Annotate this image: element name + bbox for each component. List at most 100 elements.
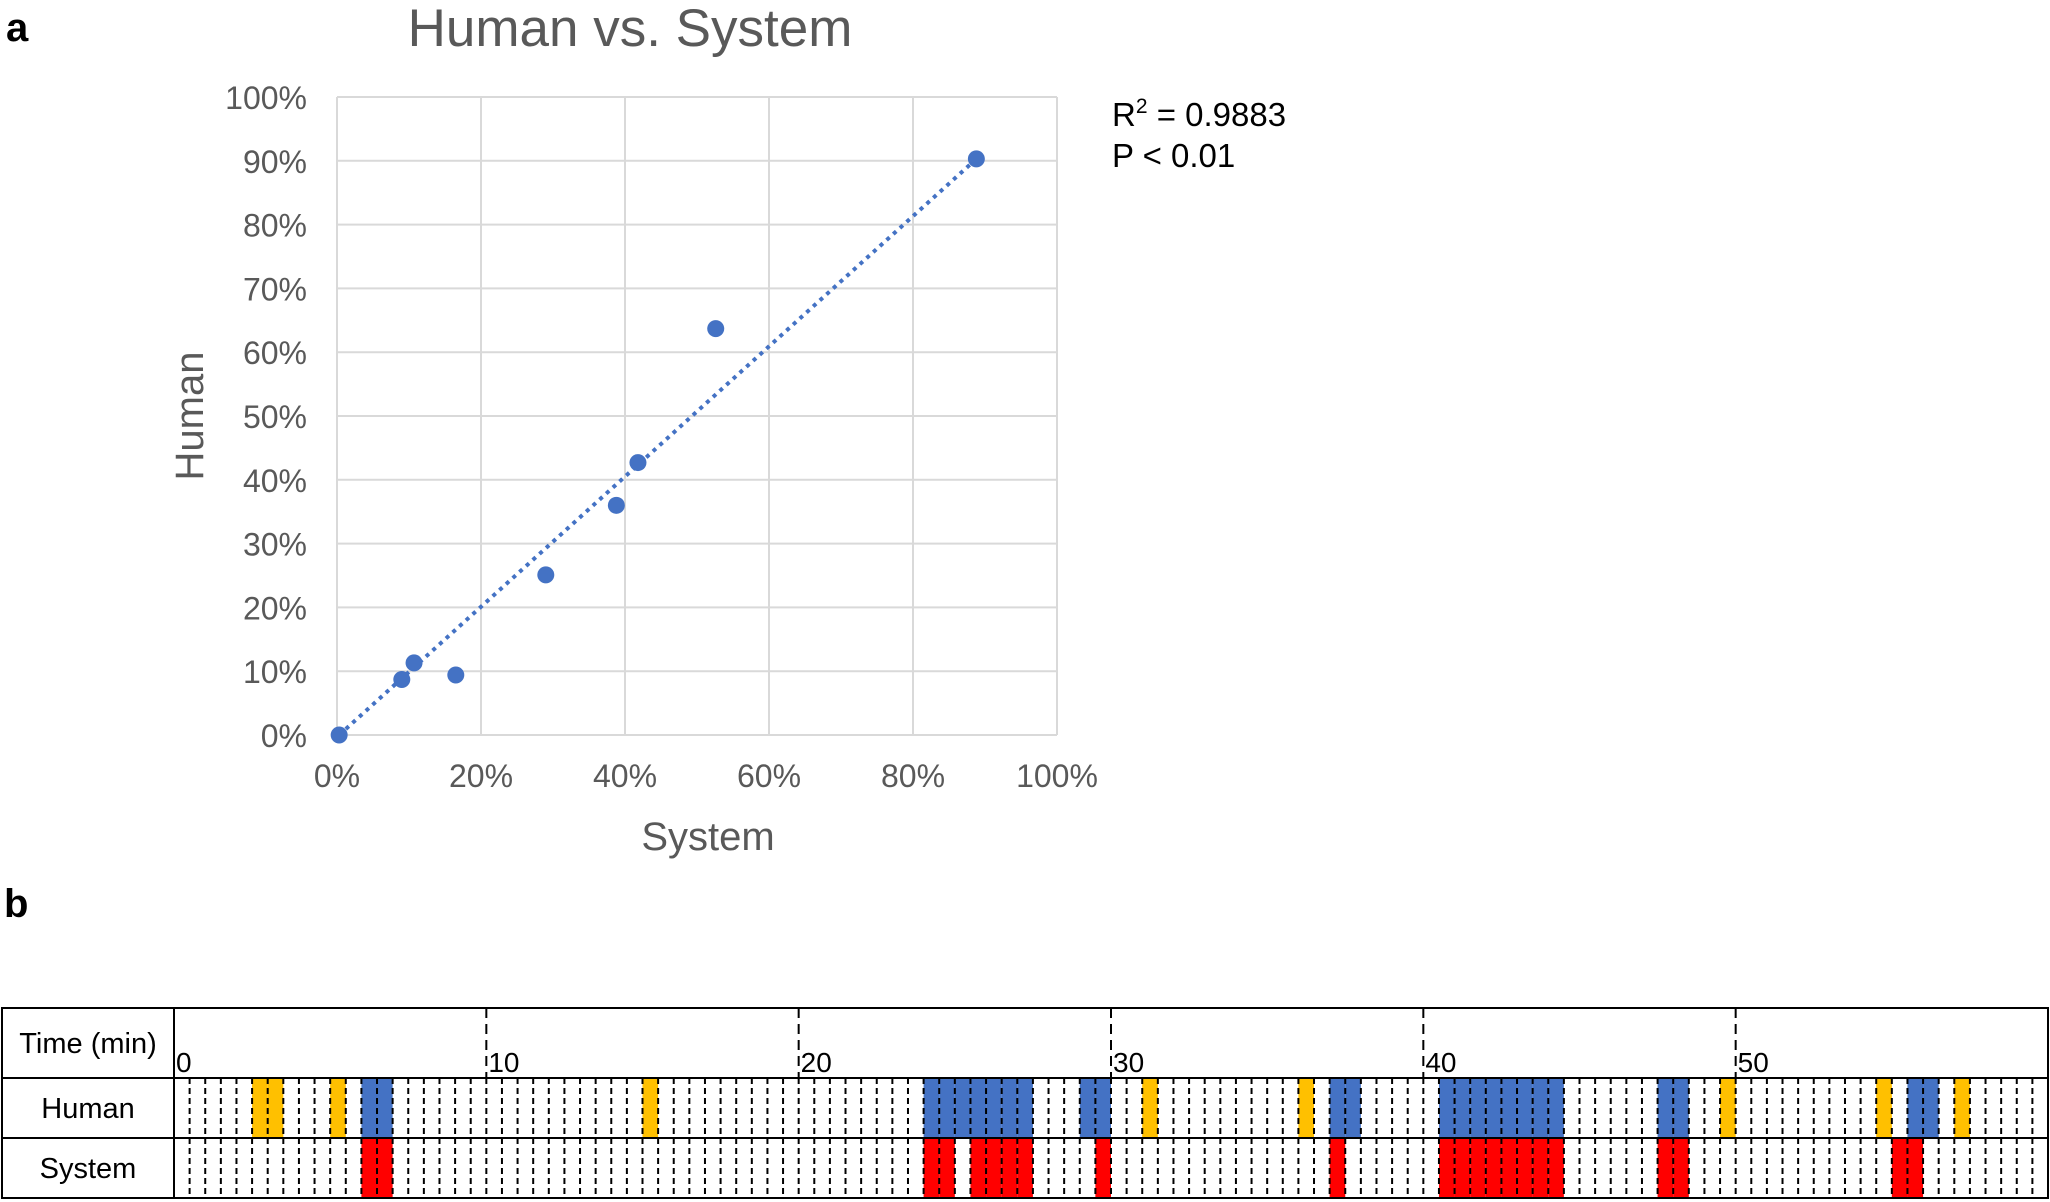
p-value-text: P < 0.01 — [1112, 137, 1236, 174]
data-point — [967, 150, 985, 168]
y-tick-label: 90% — [243, 144, 307, 180]
human-blue-segment — [1454, 1078, 1471, 1138]
human-blue-segment — [1532, 1078, 1549, 1138]
human-yellow-segment — [1298, 1078, 1315, 1138]
x-tick-label: 20% — [449, 758, 513, 794]
system-red-segment — [1517, 1138, 1533, 1198]
system-red-segment — [970, 1138, 987, 1198]
scatter-x-tick-labels: 0% 20% 40% 60% 80% 100% — [314, 758, 1098, 794]
y-tick-label: 40% — [243, 463, 307, 499]
x-tick-label: 0% — [314, 758, 360, 794]
human-yellow-segment — [252, 1078, 268, 1138]
system-red-segment — [1485, 1138, 1502, 1198]
system-red-segment — [1017, 1138, 1033, 1198]
human-blue-segment — [1501, 1078, 1518, 1138]
timeline-slot-dashes — [188, 1008, 2034, 1198]
human-blue-segment — [954, 1078, 971, 1138]
human-blue-segment — [986, 1078, 1002, 1138]
row-label: System — [40, 1153, 137, 1185]
human-blue-segment — [1923, 1078, 1939, 1138]
human-blue-segment — [1517, 1078, 1533, 1138]
chart-title: Human vs. System — [408, 0, 853, 58]
system-red-segment — [1891, 1138, 1908, 1198]
human-blue-segment — [361, 1078, 378, 1138]
human-yellow-segment — [267, 1078, 284, 1138]
system-red-segment — [1454, 1138, 1471, 1198]
system-red-segment — [377, 1138, 393, 1198]
data-point — [330, 726, 348, 744]
y-tick-label: 60% — [243, 335, 307, 371]
data-point — [629, 454, 647, 472]
time-tick-label: 10 — [488, 1047, 519, 1078]
human-blue-segment — [1329, 1078, 1346, 1138]
system-red-segment — [1001, 1138, 1018, 1198]
trendline — [337, 157, 978, 737]
human-blue-segment — [970, 1078, 987, 1138]
x-tick-label: 100% — [1016, 758, 1098, 794]
human-yellow-segment — [1954, 1078, 1970, 1138]
timeline-row-labels: Time (min) Human System — [19, 1028, 156, 1185]
system-red-segment — [923, 1138, 940, 1198]
system-red-segment — [361, 1138, 378, 1198]
data-point — [405, 654, 423, 672]
y-tick-label: 30% — [243, 527, 307, 563]
human-blue-segment — [1548, 1078, 1564, 1138]
timeline-frame — [1, 1007, 2049, 1199]
data-point — [537, 566, 555, 584]
system-red-segment — [1095, 1138, 1111, 1198]
data-point — [707, 320, 725, 338]
human-yellow-segment — [330, 1078, 346, 1138]
system-red-segment — [986, 1138, 1002, 1198]
data-point — [393, 670, 411, 688]
x-tick-label: 40% — [593, 758, 657, 794]
human-yellow-segment — [1720, 1078, 1736, 1138]
human-blue-segment — [1470, 1078, 1486, 1138]
human-blue-segment — [1079, 1078, 1096, 1138]
system-red-segment — [1657, 1138, 1674, 1198]
x-tick-label: 60% — [737, 758, 801, 794]
y-tick-label: 0% — [261, 718, 307, 754]
row-label: Human — [41, 1093, 135, 1125]
system-red-segment — [1501, 1138, 1518, 1198]
y-tick-label: 10% — [243, 654, 307, 690]
scatter-gridlines — [336, 96, 1058, 736]
human-blue-segment — [1017, 1078, 1033, 1138]
timeline-chart: 0 10 20 30 40 50 Time (min) Human System — [1, 1007, 2049, 1199]
human-yellow-segment — [642, 1078, 659, 1138]
row-label: Time (min) — [19, 1028, 156, 1060]
system-red-segment — [1438, 1138, 1455, 1198]
data-point — [607, 496, 625, 514]
scatter-y-tick-labels: 0% 10% 20% 30% 40% 50% 60% 70% 80% 90% 100% — [225, 80, 307, 754]
time-tick-label: 30 — [1113, 1047, 1144, 1078]
human-blue-segment — [1673, 1078, 1689, 1138]
human-blue-segment — [1657, 1078, 1674, 1138]
y-axis-label: Human — [168, 352, 212, 481]
y-tick-label: 80% — [243, 208, 307, 244]
time-tick-label: 0 — [176, 1047, 192, 1078]
panel-label-b: b — [4, 882, 29, 926]
panel-label-a: a — [6, 6, 29, 50]
data-point — [447, 666, 465, 684]
human-blue-segment — [923, 1078, 940, 1138]
scatter-points — [330, 150, 985, 744]
time-tick-label: 40 — [1425, 1047, 1456, 1078]
x-axis-label: System — [641, 815, 774, 859]
y-tick-label: 20% — [243, 590, 307, 626]
human-blue-segment — [1438, 1078, 1455, 1138]
scatter-trendline-group — [337, 157, 978, 737]
system-red-segment — [1470, 1138, 1486, 1198]
human-blue-segment — [1485, 1078, 1502, 1138]
human-blue-segment — [1345, 1078, 1361, 1138]
timeline-fills — [252, 1078, 1970, 1198]
human-blue-segment — [1907, 1078, 1924, 1138]
human-blue-segment — [1095, 1078, 1111, 1138]
system-red-segment — [1907, 1138, 1924, 1198]
human-yellow-segment — [1876, 1078, 1892, 1138]
human-yellow-segment — [1142, 1078, 1158, 1138]
system-red-segment — [1673, 1138, 1689, 1198]
time-tick-label: 50 — [1738, 1047, 1769, 1078]
human-blue-segment — [377, 1078, 393, 1138]
human-blue-segment — [939, 1078, 955, 1138]
system-red-segment — [1548, 1138, 1564, 1198]
y-tick-label: 50% — [243, 399, 307, 435]
